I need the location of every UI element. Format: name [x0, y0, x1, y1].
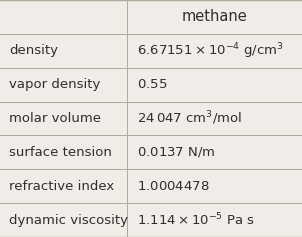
- Text: $0.55$: $0.55$: [137, 78, 168, 91]
- Text: $6.67151\times 10^{-4}$ g/cm$^3$: $6.67151\times 10^{-4}$ g/cm$^3$: [137, 41, 284, 61]
- Text: vapor density: vapor density: [9, 78, 100, 91]
- Text: $1.114\times 10^{-5}$ Pa s: $1.114\times 10^{-5}$ Pa s: [137, 212, 255, 228]
- Text: surface tension: surface tension: [9, 146, 112, 159]
- Text: dynamic viscosity: dynamic viscosity: [9, 214, 128, 227]
- Text: density: density: [9, 44, 58, 57]
- Text: molar volume: molar volume: [9, 112, 101, 125]
- Text: $1.0004478$: $1.0004478$: [137, 180, 210, 193]
- Text: methane: methane: [182, 9, 247, 24]
- Text: $0.0137$ N/m: $0.0137$ N/m: [137, 145, 216, 159]
- Text: refractive index: refractive index: [9, 180, 114, 193]
- Text: $24\,047$ cm$^3$/mol: $24\,047$ cm$^3$/mol: [137, 110, 243, 127]
